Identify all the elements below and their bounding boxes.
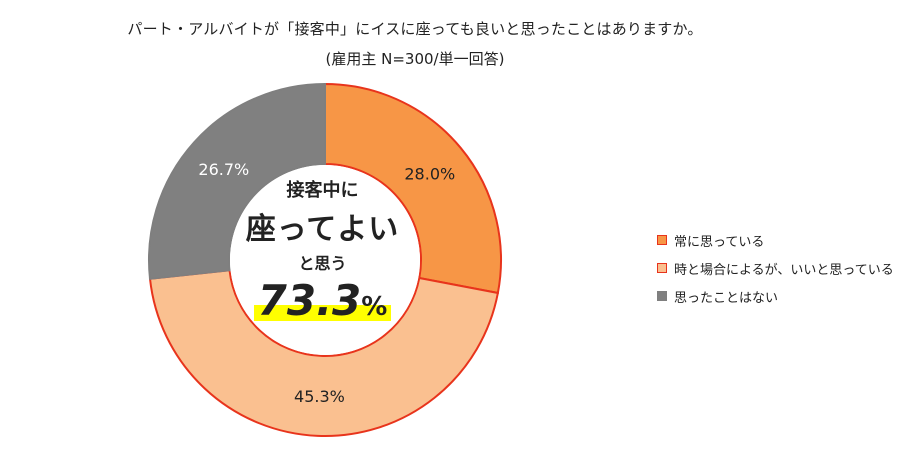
data-label-0: 28.0% xyxy=(404,164,455,183)
legend-label-1: 時と場合によるが、いいと思っている xyxy=(674,262,894,278)
value-highlight xyxy=(253,305,392,321)
center-line3: と思う xyxy=(298,254,347,273)
center-callout: 接客中に 座ってよい と思う 73.3% xyxy=(230,176,415,325)
chart-legend: 常に思っている時と場合によるが、いいと思っている 思ったことはない xyxy=(657,226,894,310)
legend-swatch-1 xyxy=(657,263,667,273)
legend-label-2: 思ったことはない xyxy=(674,290,779,306)
chart-subtitle: (雇用主 N=300/単一回答) xyxy=(325,50,505,68)
center-value-wrap: 73.3% xyxy=(253,276,392,325)
donut-slice-1 xyxy=(148,269,500,437)
legend-item-2: 思ったことはない xyxy=(657,282,894,310)
donut-slice-2 xyxy=(148,82,326,280)
legend-item-1: 時と場合によるが、いいと思っている xyxy=(657,254,894,282)
center-line2: 座ってよい xyxy=(245,212,400,247)
legend-label-0: 常に思っている xyxy=(674,234,765,250)
data-label-2: 26.7% xyxy=(198,160,249,179)
data-label-1: 45.3% xyxy=(294,387,345,406)
chart-title: パート・アルバイトが「接客中」にイスに座っても良いと思ったことはありますか。 xyxy=(127,20,703,38)
legend-item-0: 常に思っている xyxy=(657,226,894,254)
legend-swatch-0 xyxy=(657,235,667,245)
donut-slice-0 xyxy=(324,82,502,295)
legend-swatch-2 xyxy=(657,291,667,301)
center-line1: 接客中に xyxy=(286,180,359,201)
center-value: 73.3 xyxy=(257,276,362,325)
center-unit: % xyxy=(361,292,388,322)
